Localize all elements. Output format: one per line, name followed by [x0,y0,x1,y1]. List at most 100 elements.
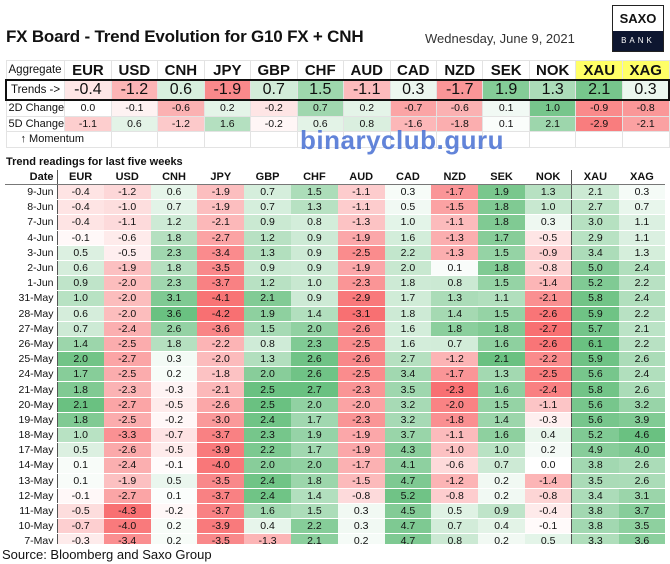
value-cell-jpy: -3.7 [197,488,245,504]
table-row: 3-Jun 0.5 -0.5 2.3 -3.4 1.3 0.9 -2.5 2.2 -1.3 1.5-… [5,245,666,261]
change2d-cell-eur: 0.0 [64,99,112,117]
value-cell-nok: 0.2 [524,442,572,459]
date-cell: 28-May [5,306,58,322]
trends-cell-xau: 2.1 [575,79,623,101]
trends-cell-eur: -0.4 [64,79,112,101]
value-cell-usd: -2.3 [103,381,151,398]
value-cell-jpy: -1.9 [197,199,245,216]
value-cell-cad: 1.8 [384,306,432,322]
value-cell-sek: 1.8 [478,321,525,337]
value-cell-usd: -3.4 [103,533,151,544]
report-date: Wednesday, June 9, 2021 [425,31,575,46]
value-cell-aud: 0.3 [337,503,385,520]
value-cell-nzd: 0.7 [431,336,479,353]
table-row: 25-May 2.0 -2.7 0.3 -2.0 1.3 2.6 -2.6 2.7 -1.2 2.1… [5,351,666,368]
value-cell-jpy: -3.5 [197,260,245,277]
value-cell-chf: 1.4 [290,488,338,504]
readings-header-row: Date EUR USD CNH JPY GBP CHF AUD CAD NZD SEK NOK XAU… [5,170,666,185]
change2d-cell-jpy: 0.2 [203,99,252,117]
empty-cell [250,131,298,148]
value-cell-nzd: 0.8 [431,275,479,292]
value-cell-cnh: 1.8 [150,230,198,246]
trends-row: Trends -> -0.4 -1.2 0.6 -1.9 0.7 1.5 -1.1 0.3 -1.… [5,79,670,101]
value-cell-jpy: -3.7 [197,275,245,292]
value-cell-cnh: -0.1 [150,457,198,474]
change5d-cell-nok: 2.1 [528,115,577,132]
value-cell-cad: 3.4 [384,366,432,383]
value-cell-chf: 2.3 [290,336,338,353]
value-cell-nzd: -1.2 [431,351,479,368]
value-cell-usd: -2.0 [103,290,151,307]
trends-cell-jpy: -1.9 [203,79,252,101]
value-cell-aud: -1.7 [337,457,385,474]
value-cell-cnh: 1.2 [150,214,198,231]
readings-title: Trend readings for last five weeks [6,156,183,168]
change-2d-row: 2D Change 0.0 -0.1 -0.6 0.2 -0.2 0.7 0.2 -0.7 -0.… [5,99,670,117]
value-cell-xag: 2.6 [618,457,666,474]
value-cell-jpy: -3.7 [197,503,245,520]
value-cell-usd: -4.3 [103,503,151,520]
value-cell-nzd: 0.8 [431,533,479,544]
column-header-eur: EUR [57,170,104,185]
value-cell-jpy: -3.4 [197,245,245,261]
value-cell-usd: -1.2 [103,184,151,201]
currency-header-cad: CAD [389,60,437,81]
value-cell-aud: -2.0 [337,397,385,413]
logo-top: SAXO [613,6,663,31]
table-row: 24-May 1.7 -2.5 0.2 -1.8 2.0 2.6 -2.5 3.4 -1.7 1.3… [5,366,666,383]
date-cell: 26-May [5,336,58,353]
value-cell-xag: 2.6 [618,351,666,368]
value-cell-aud: -2.3 [337,275,385,292]
column-header-nzd: NZD [431,170,479,185]
value-cell-nok: -2.2 [524,351,572,368]
value-cell-nok: -2.5 [524,366,572,383]
table-row: 20-May 2.1 -2.7 -0.5 -2.6 2.5 2.0 -2.0 3.2 -2.0 1.… [5,397,666,413]
value-cell-cnh: 0.3 [150,351,198,368]
value-cell-aud: -2.5 [337,245,385,261]
value-cell-eur: 1.7 [57,366,104,383]
value-cell-xau: 3.4 [571,245,619,261]
currency-header-cnh: CNH [157,60,205,81]
value-cell-jpy: -3.7 [197,427,245,444]
value-cell-jpy: -3.6 [197,321,245,337]
table-row: 27-May 0.7 -2.4 2.6 -3.6 1.5 2.0 -2.6 1.6 1.8 1.8-… [5,321,666,337]
value-cell-usd: -2.5 [103,336,151,353]
value-cell-aud: -2.6 [337,321,385,337]
value-cell-xag: 1.1 [618,214,666,231]
value-cell-jpy: -3.5 [197,533,245,544]
value-cell-jpy: -1.9 [197,184,245,201]
value-cell-cad: 0.5 [384,199,432,216]
date-cell: 13-May [5,473,58,489]
date-cell: 7-May [5,533,58,544]
value-cell-cad: 4.7 [384,473,432,489]
value-cell-chf: 2.0 [290,457,338,474]
value-cell-eur: 0.1 [57,457,104,474]
value-cell-usd: -1.1 [103,214,151,231]
value-cell-jpy: -2.1 [197,381,245,398]
value-cell-nok: -0.8 [524,260,572,277]
value-cell-nok: -1.4 [524,473,572,489]
value-cell-gbp: 1.2 [244,230,291,246]
value-cell-nzd: -1.7 [431,366,479,383]
table-row: 12-May -0.1 -2.7 0.1 -3.7 2.4 1.4 -0.8 5.2 -0.8 0.… [5,488,666,504]
value-cell-gbp: 2.0 [244,366,291,383]
date-cell: 27-May [5,321,58,337]
date-cell: 19-May [5,412,58,429]
value-cell-eur: 1.0 [57,290,104,307]
change2d-cell-chf: 0.7 [296,99,345,117]
value-cell-eur: 1.8 [57,381,104,398]
column-header-aud: AUD [337,170,385,185]
date-cell: 31-May [5,290,58,307]
value-cell-cnh: -0.2 [150,503,198,520]
value-cell-usd: -2.7 [103,351,151,368]
value-cell-xag: 1.1 [618,230,666,246]
column-header-gbp: GBP [244,170,291,185]
value-cell-eur: 0.5 [57,442,104,459]
change-5d-row-label: 5D Change [5,115,66,132]
aggregate-header-row: Aggregate EUR USD CNH JPY GBP CHF AUD CAD NZD SEK N… [5,60,670,81]
value-cell-xau: 5.2 [571,275,619,292]
value-cell-nok: 0.0 [524,457,572,474]
value-cell-jpy: -3.9 [197,442,245,459]
value-cell-cad: 4.7 [384,518,432,535]
value-cell-nzd: -1.3 [431,245,479,261]
